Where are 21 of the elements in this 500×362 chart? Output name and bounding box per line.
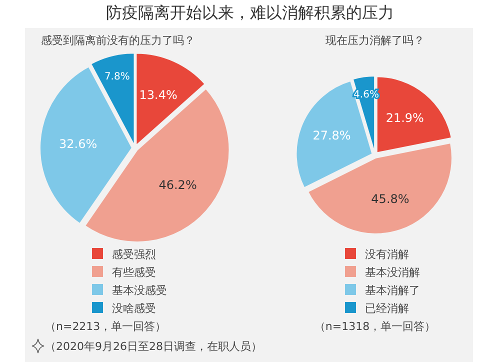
legend-label: 感受强烈 <box>112 248 156 261</box>
data-label: 21.9% <box>386 110 424 125</box>
data-label: 46.2% <box>158 178 197 192</box>
data-label: 45.8% <box>371 192 410 206</box>
text: （n=1318，单一回答） <box>314 320 436 333</box>
legend-label: 没啥感受 <box>112 302 156 315</box>
text: （n=2213，单一回答） <box>45 320 166 333</box>
data-label: 32.6% <box>58 137 98 152</box>
legend-label: 基本没感受 <box>112 284 167 297</box>
legend-label: 没有消解 <box>365 248 409 261</box>
text: （2020年9月26日至28日调查，在职人员） <box>45 340 262 353</box>
chart-subtitle: 现在压力消解了吗？ <box>326 34 424 47</box>
data-label: 27.8% <box>312 128 351 143</box>
legend-label: 已经消解 <box>365 302 409 315</box>
chart-title: 防疫隔离开始以来，难以消解积累的压力 <box>106 3 394 22</box>
legend-label: 基本消解了 <box>365 284 420 297</box>
legend-label: 基本没消解 <box>365 266 420 279</box>
legend-label: 有些感受 <box>112 266 156 279</box>
data-label: 13.4% <box>139 88 178 102</box>
data-label: 7.8% <box>104 71 130 82</box>
chart-subtitle: 感受到隔离前没有的压力了吗？ <box>41 34 195 47</box>
